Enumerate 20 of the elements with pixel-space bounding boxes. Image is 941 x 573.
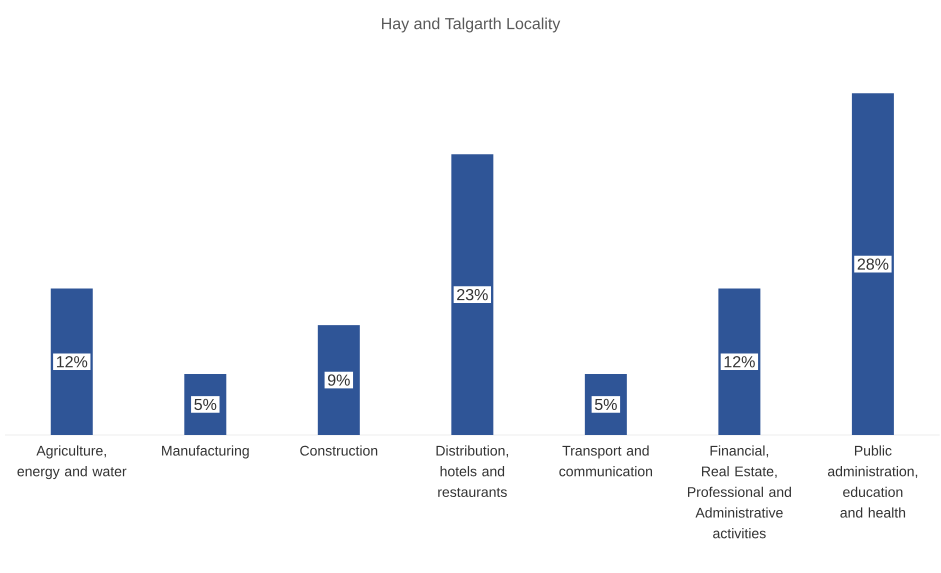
x-tick-label: Transport and communication: [559, 445, 652, 476]
bar: [318, 325, 360, 435]
data-label: 9%: [328, 374, 350, 386]
bar: [451, 154, 494, 435]
x-tick-label: Distribution, hotels and restaurants: [436, 445, 508, 498]
x-tick-label: Agriculture, energy and water: [17, 445, 126, 480]
data-label: 28%: [858, 258, 888, 270]
data-label: 5%: [594, 398, 617, 410]
data-label: 23%: [457, 288, 488, 300]
data-label: 5%: [194, 398, 216, 410]
data-label: 12%: [56, 356, 88, 368]
data-label: 12%: [724, 356, 755, 368]
chart-title: Hay and Talgarth Locality: [382, 18, 560, 32]
x-tick-label: Construction: [300, 445, 378, 456]
bar: [718, 288, 760, 435]
x-tick-label: Manufacturing: [162, 445, 249, 458]
bar: [852, 93, 894, 435]
x-tick-label: Financial, Real Estate, Professional and Administrative activities: [688, 445, 791, 538]
x-tick-label: Public administration, education and health: [828, 445, 918, 518]
bar: [50, 288, 93, 435]
